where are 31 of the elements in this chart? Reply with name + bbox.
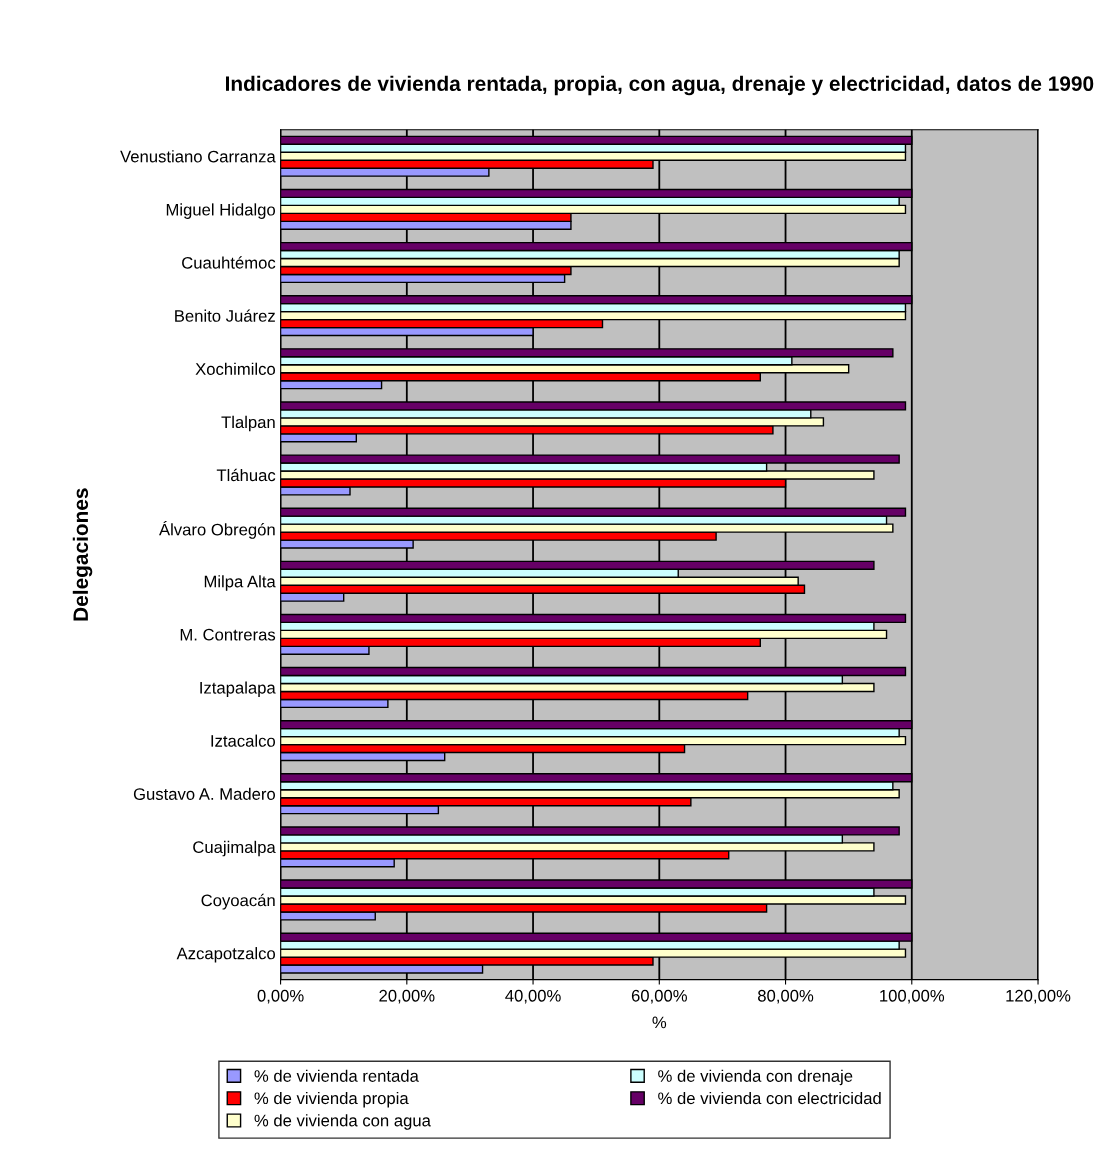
legend-label: % de vivienda con electricidad bbox=[658, 1091, 881, 1105]
y-tick-label: Cuajimalpa bbox=[193, 840, 276, 857]
y-tick-label: Venustiano Carranza bbox=[120, 150, 276, 163]
y-tick-label: Miguel Hidalgo bbox=[166, 203, 276, 219]
y-tick-label: Tláhuac bbox=[216, 468, 276, 482]
y-tick-label: Benito Juárez bbox=[175, 309, 275, 322]
y-tick-label: Coyoacán bbox=[201, 893, 275, 910]
y-tick-label: Milpa Alta bbox=[204, 575, 276, 591]
y-tick-label: Álvaro Obregón bbox=[159, 520, 275, 539]
legend-label: % de vivienda con drenaje bbox=[658, 1069, 853, 1086]
legend-label: % de vivienda propia bbox=[254, 1091, 409, 1108]
y-tick-label: Tlalpan bbox=[221, 415, 275, 432]
legend-label: % de vivienda con agua bbox=[254, 1114, 431, 1130]
y-axis-title: Delegaciones bbox=[72, 488, 93, 621]
x-tick-label: 40,00% bbox=[505, 989, 561, 1004]
y-tick-label: Azcapotzalco bbox=[176, 947, 276, 963]
y-tick-label: Cuauhtémoc bbox=[182, 256, 276, 269]
y-tick-label: Iztapalapa bbox=[200, 681, 276, 697]
chart-title: Indicadores de vivienda rentada, propia, con agua, drenaje y electricidad, datos de 1990 bbox=[225, 75, 1094, 96]
x-tick-label: 120,00% bbox=[1006, 989, 1071, 1004]
x-axis-title: % bbox=[652, 1016, 667, 1029]
y-tick-label: Gustavo A. Madero bbox=[133, 787, 276, 800]
x-tick-label: 100,00% bbox=[880, 989, 945, 1004]
y-tick-label: Iztacalco bbox=[211, 734, 276, 747]
x-tick-label: 0,00% bbox=[257, 989, 304, 1004]
legend-label: % de vivienda rentada bbox=[254, 1069, 419, 1082]
x-tick-label: 20,00% bbox=[379, 989, 435, 1004]
x-tick-label: 60,00% bbox=[631, 989, 687, 1004]
x-tick-label: 80,00% bbox=[758, 989, 814, 1004]
y-tick-label: Xochimilco bbox=[195, 362, 276, 375]
y-tick-label: M. Contreras bbox=[180, 628, 276, 641]
